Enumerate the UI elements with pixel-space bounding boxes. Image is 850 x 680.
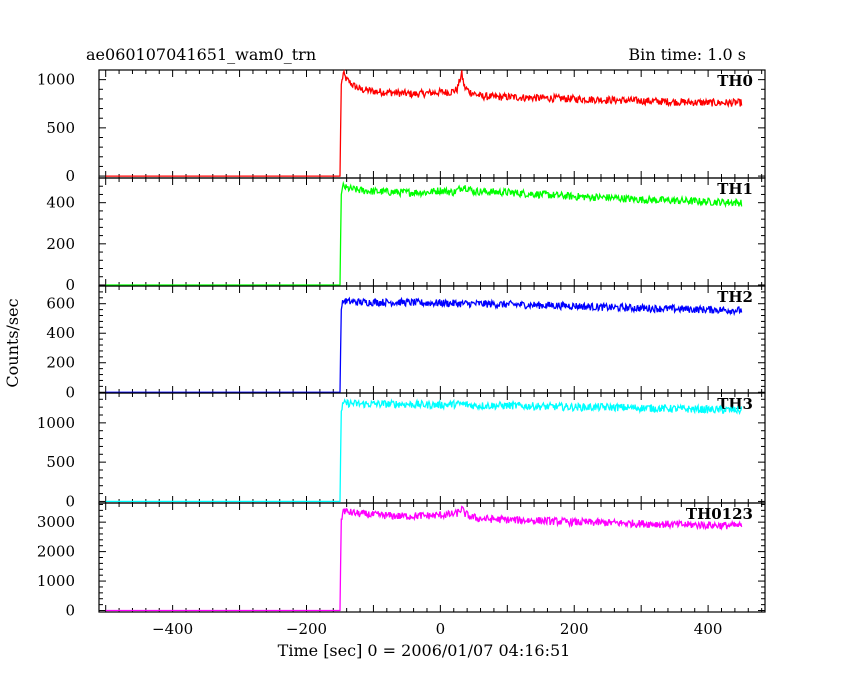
panel-frame bbox=[98, 177, 766, 287]
series-line-th2 bbox=[105, 296, 743, 393]
panel-label: TH2 bbox=[717, 288, 753, 306]
y-tick-label: 200 bbox=[46, 354, 75, 372]
panel-th0: 0 500 1000 TH0 bbox=[37, 69, 766, 185]
y-tick-label: 200 bbox=[46, 235, 75, 253]
chart-panels: 0 500 1000 TH0 0 200 400 TH1 0 200 400 600 TH2 0 500 10… bbox=[37, 69, 766, 638]
y-axis-label: Counts/sec bbox=[3, 298, 22, 387]
y-tick-label: 0 bbox=[65, 276, 75, 294]
y-tick-label: 0 bbox=[65, 167, 75, 185]
panel-label: TH0 bbox=[717, 72, 753, 90]
panel-frame bbox=[98, 502, 766, 613]
panel-label: TH1 bbox=[717, 180, 753, 198]
x-tick-label: −400 bbox=[152, 620, 193, 638]
series-line-th0 bbox=[105, 69, 743, 177]
chart-title: ae060107041651_wam0_trn bbox=[86, 45, 316, 64]
y-tick-label: 400 bbox=[46, 194, 75, 212]
y-tick-label: 1000 bbox=[37, 71, 75, 89]
y-tick-label: 500 bbox=[46, 119, 75, 137]
panel-th2: 0 200 400 600 TH2 bbox=[46, 285, 766, 401]
y-tick-label: 1000 bbox=[37, 572, 75, 590]
y-tick-label: 3000 bbox=[37, 513, 75, 531]
x-tick-label: −200 bbox=[286, 620, 327, 638]
bin-time-label: Bin time: 1.0 s bbox=[628, 45, 746, 64]
y-tick-label: 1000 bbox=[37, 414, 75, 432]
y-tick-label: 0 bbox=[65, 492, 75, 510]
y-tick-label: 400 bbox=[46, 324, 75, 342]
panel-frame bbox=[98, 69, 766, 179]
x-axis-label: Time [sec] 0 = 2006/01/07 04:16:51 bbox=[278, 641, 571, 660]
panel-label: TH0123 bbox=[686, 505, 753, 523]
y-tick-label: 500 bbox=[46, 453, 75, 471]
panel-th0123: 0 1000 2000 3000 TH0123 bbox=[37, 502, 766, 620]
x-tick-label: 400 bbox=[694, 620, 723, 638]
y-tick-label: 0 bbox=[65, 383, 75, 401]
series-line-th0123 bbox=[105, 505, 743, 612]
panel-th1: 0 200 400 TH1 bbox=[46, 177, 766, 294]
x-tick-label: 200 bbox=[560, 620, 589, 638]
x-tick-label: 0 bbox=[436, 620, 446, 638]
y-tick-label: 0 bbox=[65, 602, 75, 620]
y-tick-label: 600 bbox=[46, 295, 75, 313]
series-line-th3 bbox=[105, 398, 743, 503]
y-tick-label: 2000 bbox=[37, 543, 75, 561]
series-line-th1 bbox=[105, 180, 743, 286]
